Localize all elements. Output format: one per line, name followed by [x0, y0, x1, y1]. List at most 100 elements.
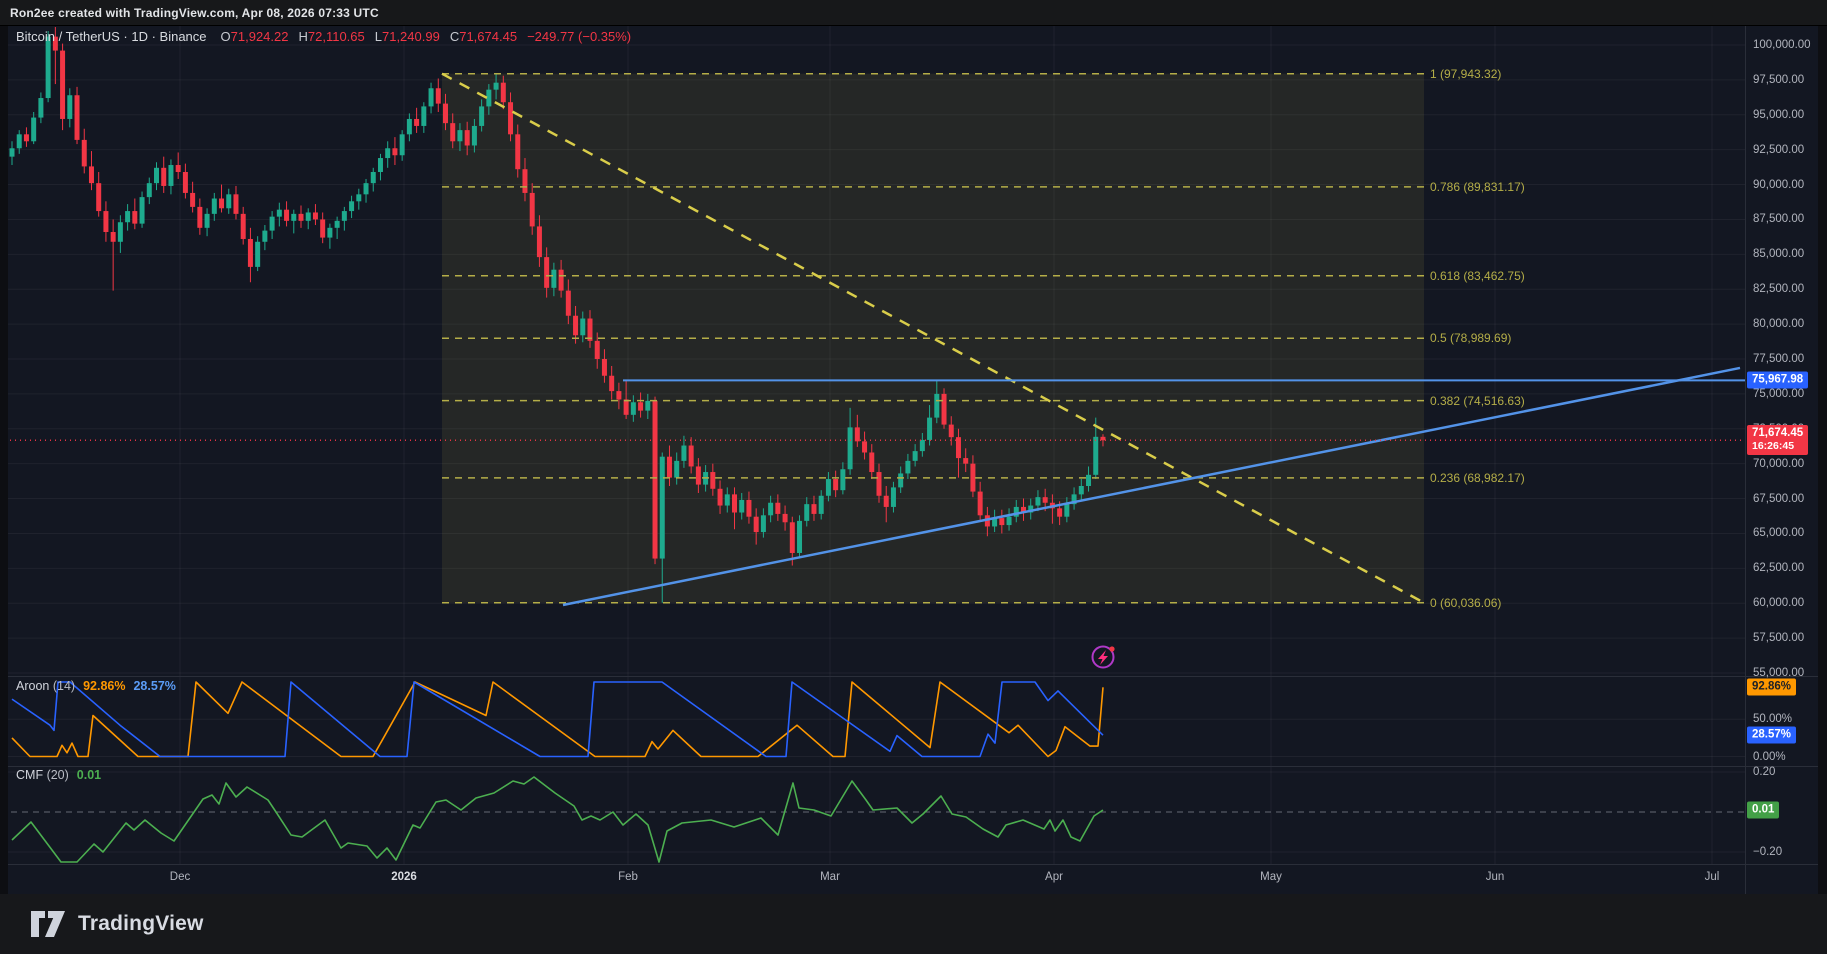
aroon-up-value: 92.86%	[83, 679, 126, 693]
candle-body	[125, 211, 131, 223]
aroon-title: Aroon (14)	[16, 679, 76, 693]
cmf-pane-legend[interactable]: CMF (20) 0.01	[16, 768, 101, 782]
candle-body	[746, 499, 752, 517]
candle-body	[1078, 485, 1084, 495]
candle-body	[233, 194, 239, 214]
time-axis-tick[interactable]: May	[1260, 871, 1282, 883]
candle-body	[616, 391, 622, 400]
price-axis-tick[interactable]: 57,500.00	[1753, 632, 1805, 645]
price-axis-tick[interactable]: 70,000.00	[1753, 457, 1805, 470]
candle-body	[869, 452, 875, 473]
price-axis-tick[interactable]: 97,500.00	[1753, 73, 1805, 86]
right-margin	[1818, 25, 1827, 894]
candle-body	[74, 95, 80, 140]
low-value: 71,240.99	[381, 29, 440, 44]
candle-body	[1021, 506, 1026, 513]
time-axis-tick[interactable]: Dec	[169, 871, 191, 883]
fib-level-label: 0.236 (68,982.17)	[1430, 470, 1525, 485]
candle-body	[103, 211, 109, 233]
aroon-axis-tick[interactable]: 0.00%	[1753, 750, 1786, 763]
candle-body	[544, 257, 550, 288]
flash-icon[interactable]	[1091, 645, 1115, 669]
price-axis-tick[interactable]: 80,000.00	[1753, 318, 1805, 331]
candle-body	[638, 402, 644, 411]
time-axis-tick[interactable]: Feb	[618, 871, 638, 883]
price-axis-tick[interactable]: 85,000.00	[1753, 248, 1805, 261]
candle-body	[919, 439, 925, 452]
price-axis-tick[interactable]: 90,000.00	[1753, 178, 1805, 191]
candle-body	[399, 134, 405, 156]
candle-body	[464, 130, 470, 146]
price-axis-tick[interactable]: 62,500.00	[1753, 562, 1805, 575]
aroon-pane-legend[interactable]: Aroon (14) 92.86% 28.57%	[16, 679, 176, 693]
aroon-down-value: 28.57%	[133, 679, 176, 693]
last-price-badge: 71,674.45 16:26:45	[1747, 425, 1809, 456]
tradingview-logo-icon	[31, 911, 65, 937]
price-axis-tick[interactable]: 95,000.00	[1753, 108, 1805, 121]
time-axis-tick[interactable]: Apr	[1045, 871, 1063, 883]
aroon-axis-tick[interactable]: 50.00%	[1753, 713, 1793, 726]
candle-body	[573, 315, 579, 336]
candle-body	[630, 402, 636, 415]
candle-body	[724, 494, 730, 506]
price-axis-tick[interactable]: 60,000.00	[1753, 597, 1805, 610]
candle-body	[645, 400, 651, 411]
tradingview-logo[interactable]: TradingView	[30, 910, 204, 938]
candle-body	[594, 340, 600, 359]
candles-series	[9, 27, 1106, 603]
price-axis-tick[interactable]: 92,500.00	[1753, 143, 1805, 156]
symbol-title[interactable]: Bitcoin / TetherUS · 1D · Binance	[16, 29, 207, 44]
candle-body	[768, 502, 774, 516]
symbol-legend[interactable]: Bitcoin / TetherUS · 1D · Binance O71,92…	[16, 29, 631, 44]
price-axis-tick[interactable]: 55,000.00	[1753, 667, 1805, 679]
candle-body	[255, 241, 261, 267]
cmf-title: CMF (20)	[16, 768, 69, 782]
candle-body	[161, 167, 167, 186]
candle-body	[414, 118, 420, 126]
candle-body	[117, 222, 123, 242]
time-axis-tick[interactable]: Mar	[820, 871, 840, 883]
candle-body	[681, 445, 687, 461]
price-axis-tick[interactable]: 65,000.00	[1753, 527, 1805, 540]
price-axis-tick[interactable]: 87,500.00	[1753, 213, 1805, 226]
candle-body	[226, 194, 232, 209]
cmf-axis-tick[interactable]: 0.20	[1753, 766, 1776, 778]
cmf-value-badge: 0.01	[1747, 801, 1780, 819]
time-axis-tick[interactable]: Jul	[1704, 871, 1720, 883]
candle-body	[934, 393, 940, 418]
candle-body	[204, 213, 210, 228]
candle-body	[804, 504, 810, 521]
price-axis-tick[interactable]: 100,000.00	[1753, 39, 1811, 51]
time-axis-tick[interactable]: 2026	[391, 871, 417, 883]
candle-body	[392, 148, 398, 156]
candle-body	[132, 211, 138, 224]
candle-body	[710, 472, 716, 489]
candle-body	[31, 117, 37, 142]
candle-body	[486, 89, 492, 107]
candle-body	[457, 130, 463, 142]
candle-body	[9, 148, 15, 157]
candle-body	[377, 158, 383, 172]
candle-body	[38, 98, 44, 118]
time-axis-tick[interactable]: Jun	[1485, 871, 1505, 883]
aroon-value-badge: 92.86%	[1747, 678, 1797, 696]
candle-body	[666, 456, 672, 478]
flash-icon-part	[1109, 646, 1115, 652]
candle-body	[269, 216, 275, 231]
price-axis-tick[interactable]: 82,500.00	[1753, 283, 1805, 296]
candle-body	[262, 230, 268, 242]
price-axis-tick[interactable]: 67,500.00	[1753, 492, 1805, 505]
close-value: 71,674.45	[459, 29, 518, 44]
candle-body	[601, 359, 607, 376]
candle-body	[1093, 436, 1099, 475]
candle-body	[356, 194, 362, 202]
candle-body	[1057, 508, 1063, 517]
cmf-axis-tick[interactable]: −0.20	[1753, 846, 1783, 858]
price-axis-tick[interactable]: 75,000.00	[1753, 387, 1805, 400]
candle-body	[421, 106, 427, 126]
candle-body	[905, 460, 911, 474]
candle-body	[695, 466, 701, 485]
price-axis-tick[interactable]: 77,500.00	[1753, 353, 1805, 365]
candle-body	[941, 393, 947, 425]
